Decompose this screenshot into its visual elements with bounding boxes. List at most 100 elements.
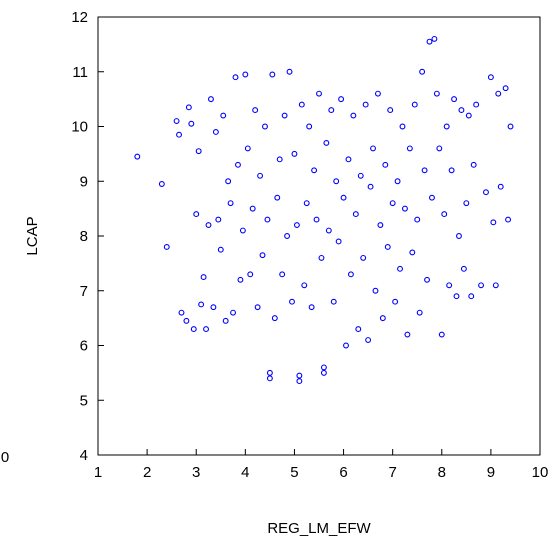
x-tick-label: 2 <box>143 464 151 481</box>
x-tick-label: 1 <box>94 464 102 481</box>
data-point <box>293 222 300 229</box>
data-point <box>239 227 246 234</box>
data-point <box>269 71 276 78</box>
data-point <box>404 331 411 338</box>
data-point <box>372 287 379 294</box>
data-point <box>163 244 170 250</box>
data-point <box>345 156 352 163</box>
data-point <box>394 178 401 185</box>
data-point <box>426 38 433 45</box>
data-point <box>401 205 408 212</box>
stray-zero-label: 0 <box>1 449 9 466</box>
data-point <box>237 276 244 283</box>
data-point <box>352 211 359 218</box>
data-point <box>296 372 303 379</box>
data-point <box>320 369 327 376</box>
data-point <box>301 282 308 289</box>
data-point <box>397 265 403 272</box>
x-tick-label: 9 <box>487 464 495 481</box>
data-point <box>443 123 450 130</box>
data-point <box>323 139 330 146</box>
data-point <box>505 216 512 223</box>
data-point <box>232 74 239 81</box>
data-point <box>134 153 141 160</box>
x-tick-label: 3 <box>192 464 200 481</box>
data-point <box>483 189 489 196</box>
data-point <box>409 249 416 256</box>
data-point <box>492 282 499 289</box>
data-point <box>473 101 480 108</box>
data-point <box>215 216 222 223</box>
data-point <box>379 315 386 322</box>
data-point <box>271 315 278 322</box>
data-point <box>296 378 303 385</box>
data-point <box>176 131 182 138</box>
data-point <box>217 246 224 253</box>
data-point <box>424 276 430 283</box>
data-point <box>303 200 310 207</box>
data-point <box>208 96 214 103</box>
y-tick-label: 8 <box>80 228 88 245</box>
data-point <box>330 298 337 305</box>
data-point <box>333 178 340 185</box>
data-point <box>478 282 485 289</box>
data-point <box>308 304 315 311</box>
data-point <box>384 244 391 250</box>
data-point <box>419 68 426 75</box>
data-point <box>242 71 249 78</box>
data-point <box>446 282 453 289</box>
data-point <box>311 167 318 174</box>
data-point <box>316 90 322 97</box>
data-point <box>205 222 212 229</box>
data-point <box>441 211 448 218</box>
data-point <box>438 331 445 338</box>
data-point <box>456 233 462 239</box>
data-point <box>411 101 418 108</box>
data-point <box>431 35 438 42</box>
data-point <box>185 104 192 111</box>
data-point <box>335 238 342 245</box>
data-point <box>284 233 291 239</box>
data-point <box>370 145 376 152</box>
data-points <box>134 35 514 385</box>
data-point <box>416 309 423 316</box>
data-point <box>357 172 364 179</box>
data-point <box>193 211 200 218</box>
data-point <box>387 107 394 114</box>
data-point <box>252 107 259 114</box>
x-tick-label: 5 <box>290 464 298 481</box>
data-point <box>343 342 349 349</box>
data-point <box>406 145 413 152</box>
data-point <box>355 326 362 333</box>
data-point <box>195 148 202 155</box>
data-point <box>259 252 266 259</box>
y-tick-label: 7 <box>80 283 88 300</box>
data-point <box>298 101 305 108</box>
data-point <box>382 161 389 168</box>
data-point <box>350 112 357 119</box>
data-point <box>340 194 347 201</box>
data-point <box>328 107 335 114</box>
data-point <box>291 150 298 157</box>
data-point <box>188 120 195 127</box>
data-point <box>254 304 261 311</box>
data-point <box>183 317 190 324</box>
data-point <box>495 90 502 97</box>
data-point <box>399 123 406 130</box>
x-tick-label: 4 <box>241 464 249 481</box>
data-point <box>360 254 367 261</box>
x-tick-label: 6 <box>339 464 347 481</box>
data-point <box>338 96 345 103</box>
data-point <box>262 123 268 130</box>
data-point <box>198 301 205 308</box>
x-axis-label: REG_LM_EFW <box>267 520 371 537</box>
data-point <box>468 293 475 300</box>
data-point <box>220 112 227 119</box>
data-point <box>377 222 384 229</box>
data-point <box>230 309 237 316</box>
data-point <box>414 216 421 223</box>
y-axis-label: LCAP <box>24 216 41 255</box>
data-point <box>465 112 472 119</box>
x-tick-label: 8 <box>438 464 446 481</box>
